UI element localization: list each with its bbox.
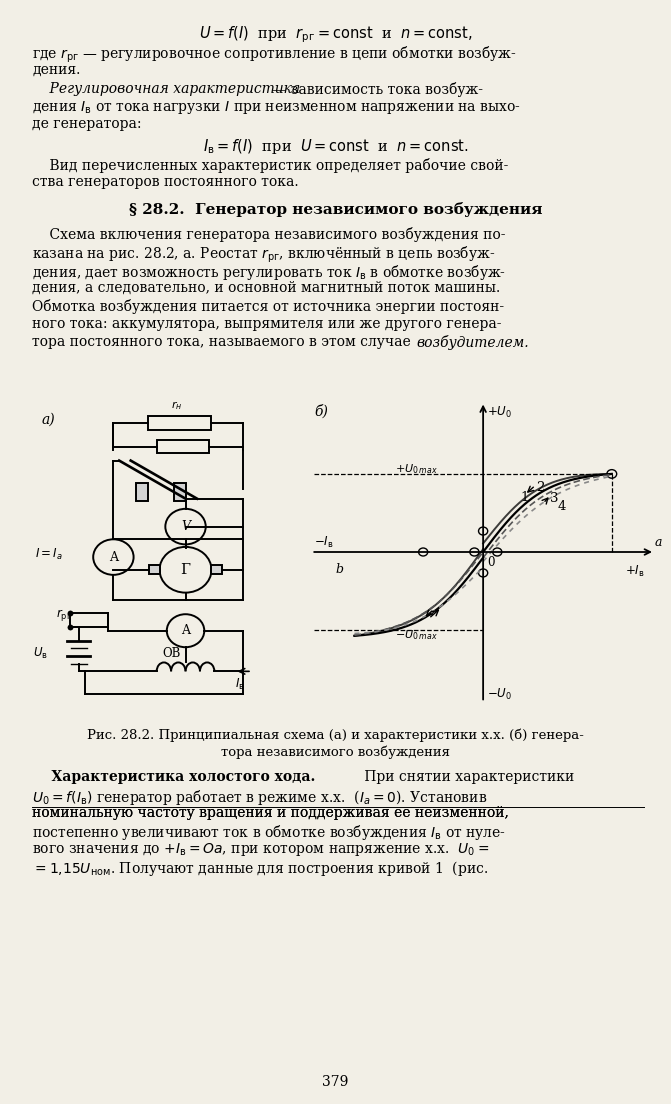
Text: номинальную частоту вращения и поддерживая ее неизменной,: номинальную частоту вращения и поддержив… [32,806,509,819]
Text: b: b [336,563,344,576]
Text: а): а) [42,413,55,426]
Text: де генератора:: де генератора: [32,117,142,131]
Circle shape [167,614,204,647]
Text: A: A [181,624,190,637]
Text: § 28.2.  Генератор независимого возбуждения: § 28.2. Генератор независимого возбужден… [129,202,542,217]
Text: 3: 3 [550,492,558,506]
Text: 379: 379 [322,1074,349,1089]
Bar [150,565,160,574]
Text: $= 1{,}15U_{\rm ном}$. Получают данные для построения кривой 1  (рис.: $= 1{,}15U_{\rm ном}$. Получают данные д… [32,859,488,878]
Text: б): б) [314,404,328,418]
Circle shape [160,546,211,593]
Text: дения $I_{\rm в}$ от тока нагрузки $I$ при неизменном напряжении на выхо-: дения $I_{\rm в}$ от тока нагрузки $I$ п… [32,99,521,116]
Text: 2: 2 [535,480,544,493]
Text: 1: 1 [521,491,529,505]
Text: ОВ: ОВ [162,647,180,660]
Text: ства генераторов постоянного тока.: ства генераторов постоянного тока. [32,176,299,190]
Circle shape [493,548,502,556]
Bar [136,484,148,501]
Text: дения, а следовательно, и основной магнитный поток машины.: дения, а следовательно, и основной магни… [32,280,501,295]
Text: постепенно увеличивают ток в обмотке возбуждения $I_{\rm в}$ от нуле-: постепенно увеличивают ток в обмотке воз… [32,824,507,842]
Text: казана на рис. 28.2, а. Реостат $r_{\rm рг}$, включённый в цепь возбуж-: казана на рис. 28.2, а. Реостат $r_{\rm … [32,245,496,265]
Bar [174,484,185,501]
Text: Вид перечисленных характеристик определяет рабочие свой-: Вид перечисленных характеристик определя… [32,158,509,172]
Text: дения.: дения. [32,63,81,77]
Text: Схема включения генератора независимого возбуждения по-: Схема включения генератора независимого … [32,227,506,242]
Text: $I_{\rm в}$: $I_{\rm в}$ [236,677,246,691]
Text: а: а [654,535,662,549]
Text: тора постоянного тока, называемого в этом случае: тора постоянного тока, называемого в это… [32,335,415,349]
Text: Характеристика холостого хода.: Характеристика холостого хода. [32,769,315,784]
Text: — зависимость тока возбуж-: — зависимость тока возбуж- [268,82,482,96]
Text: 4: 4 [558,500,566,512]
Text: $+U_{0\,max}$: $+U_{0\,max}$ [395,463,437,476]
Text: возбудителем.: возбудителем. [416,335,529,350]
Text: $I_{\rm в} = \mathit{f}(I)$  при  $U = \rm const$  и  $n = \rm const.$: $I_{\rm в} = \mathit{f}(I)$ при $U = \rm… [203,137,468,156]
Text: $I = I_a$: $I = I_a$ [36,546,63,562]
Text: $U = \mathit{f}(I)$  при  $r_{\rm рг} = \rm const$  и  $n = \rm const,$: $U = \mathit{f}(I)$ при $r_{\rm рг} = \r… [199,24,472,45]
Text: Регулировочная характеристика: Регулировочная характеристика [32,82,301,96]
Circle shape [478,527,488,535]
Text: A: A [109,551,118,563]
Text: $-U_{0\,max}$: $-U_{0\,max}$ [395,628,437,641]
Circle shape [165,509,206,544]
Text: где $r_{\rm рг}$ — регулировочное сопротивление в цепи обмотки возбуж-: где $r_{\rm рг}$ — регулировочное сопрот… [32,45,517,65]
Text: $+I_{\rm в}$: $+I_{\rm в}$ [625,563,645,578]
Text: ного тока: аккумулятора, выпрямителя или же другого генера-: ного тока: аккумулятора, выпрямителя или… [32,317,502,331]
Bar [211,565,223,574]
Text: Г: Г [180,563,191,576]
Bar [70,613,107,627]
Bar [157,440,209,453]
Text: Рис. 28.2. Принципиальная схема (а) и характеристики х.х. (б) генера-: Рис. 28.2. Принципиальная схема (а) и ха… [87,729,584,742]
Text: $-I_{\rm в}$: $-I_{\rm в}$ [314,535,333,550]
Text: номинальную частоту вращения и поддерживая ее неизменной,: номинальную частоту вращения и поддержив… [32,806,509,819]
Text: тора независимого возбуждения: тора независимого возбуждения [221,745,450,760]
Text: $+U_0$: $+U_0$ [487,404,513,420]
Text: $-U_0$: $-U_0$ [487,688,513,702]
Text: 0: 0 [487,555,495,569]
Text: Обмотка возбуждения питается от источника энергии постоян-: Обмотка возбуждения питается от источник… [32,299,505,314]
Text: $r_н$: $r_н$ [171,400,183,413]
Bar [148,416,211,431]
Text: $r_{\rm рг}$: $r_{\rm рг}$ [56,607,72,624]
Circle shape [470,548,479,556]
Circle shape [607,469,617,478]
Circle shape [478,569,488,577]
Text: дения, дает возможность регулировать ток $I_{\rm в}$ в обмотке возбуж-: дения, дает возможность регулировать ток… [32,263,506,282]
Circle shape [419,548,427,556]
Text: вого значения до $+I_{\rm в} = Оа$, при котором напряжение х.х.  $U_0 =$: вого значения до $+I_{\rm в} = Оа$, при … [32,841,490,858]
Text: $U_0 = \mathit{f}(I_{\rm в})$ генератор работает в режиме х.х.  ($I_a = 0$). Уст: $U_0 = \mathit{f}(I_{\rm в})$ генератор … [32,787,487,807]
Circle shape [93,540,134,575]
Text: При снятии характеристики: При снятии характеристики [360,769,574,784]
Text: V: V [181,520,190,533]
Text: $U_{\rm в}$: $U_{\rm в}$ [33,646,48,661]
